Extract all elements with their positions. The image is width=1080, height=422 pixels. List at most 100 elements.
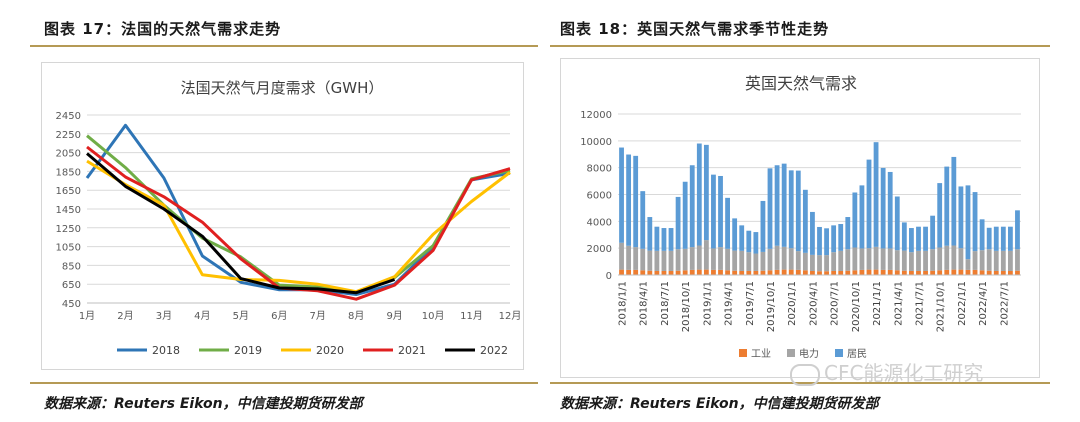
bar-segment-居民 [640, 191, 646, 249]
y-tick-label: 4000 [587, 217, 612, 228]
y-tick-label: 2050 [56, 149, 81, 160]
y-tick-label: 1650 [56, 186, 81, 197]
bar-segment-工业 [909, 270, 914, 275]
left-source-rule [30, 382, 538, 384]
bar-segment-电力 [668, 250, 674, 271]
legend-label: 居民 [847, 348, 867, 360]
bar-segment-电力 [986, 249, 992, 271]
y-tick-label: 2250 [56, 130, 81, 141]
bar-segment-居民 [810, 211, 815, 255]
bar-segment-居民 [824, 228, 829, 256]
bar-segment-电力 [718, 247, 723, 270]
bar-segment-电力 [703, 240, 709, 270]
legend-swatch-电力 [787, 349, 795, 357]
y-tick-label: 10000 [580, 137, 612, 148]
bar-segment-居民 [696, 143, 702, 246]
bar-segment-工业 [845, 270, 851, 275]
y-tick-label: 650 [62, 280, 81, 291]
bar-segment-居民 [1015, 210, 1020, 250]
bar-segment-电力 [937, 247, 943, 271]
bar-segment-居民 [788, 170, 794, 249]
bar-segment-工业 [958, 269, 964, 275]
x-tick-label: 8月 [348, 310, 364, 322]
bar-segment-工业 [689, 269, 695, 275]
bar-segment-电力 [993, 250, 999, 271]
y-tick-label: 1450 [56, 205, 81, 216]
bar-segment-工业 [739, 270, 745, 275]
x-tick-label: 2018/4/1 [639, 281, 650, 326]
bar-segment-居民 [633, 155, 639, 248]
bar-segment-工业 [894, 270, 900, 275]
bar-segment-工业 [746, 270, 752, 275]
x-tick-label: 2021/4/1 [893, 281, 904, 326]
bar-segment-电力 [972, 251, 978, 270]
bar-segment-电力 [654, 250, 660, 271]
bar-segment-工业 [795, 269, 801, 275]
x-tick-label: 10月 [422, 310, 445, 322]
bar-segment-电力 [831, 252, 837, 271]
bar-segment-居民 [661, 228, 667, 251]
bar-segment-居民 [1007, 226, 1013, 251]
bar-segment-居民 [732, 218, 738, 251]
x-tick-label: 2018/7/1 [660, 281, 671, 326]
y-tick-label: 2450 [56, 111, 81, 122]
right-source-note: 数据来源：Reuters Eikon，中信建投期货研发部 [560, 396, 879, 412]
y-tick-label: 1250 [56, 224, 81, 235]
bar-segment-电力 [647, 250, 653, 271]
bar-segment-电力 [810, 254, 815, 271]
bar-segment-电力 [965, 259, 971, 270]
bar-segment-工业 [887, 269, 893, 275]
bar-segment-电力 [753, 253, 759, 271]
x-tick-label: 2019/10/1 [766, 281, 777, 332]
bar-segment-工业 [1015, 270, 1020, 275]
bar-segment-工业 [753, 270, 759, 275]
bar-segment-居民 [760, 200, 766, 252]
bar-segment-工业 [767, 270, 773, 275]
bar-segment-工业 [619, 269, 624, 275]
watermark-text: CFC能源化工研究 [824, 361, 984, 385]
bar-segment-电力 [859, 248, 865, 270]
legend-label: 电力 [799, 347, 819, 360]
bar-segment-电力 [760, 251, 766, 271]
x-tick-label: 2022/1/1 [957, 281, 968, 326]
left-title-rule [30, 45, 538, 47]
bar-segment-电力 [711, 248, 716, 270]
bar-segment-工业 [880, 269, 886, 275]
bar-segment-居民 [682, 181, 688, 249]
bar-segment-居民 [739, 225, 745, 251]
y-tick-label: 1050 [56, 243, 81, 254]
bar-segment-工业 [986, 270, 992, 275]
bar-segment-居民 [993, 226, 999, 251]
x-tick-label: 2020/7/1 [830, 281, 841, 326]
bar-segment-电力 [746, 252, 752, 271]
bar-segment-工业 [810, 270, 815, 275]
bar-segment-工业 [774, 269, 780, 275]
x-tick-label: 4月 [194, 310, 210, 322]
bar-segment-电力 [640, 248, 646, 271]
legend-swatch-居民 [835, 349, 843, 357]
bar-segment-工业 [831, 270, 837, 275]
bar-segment-工业 [781, 269, 787, 275]
bar-segment-电力 [661, 250, 667, 271]
y-tick-label: 2000 [587, 244, 612, 255]
x-tick-label: 12月 [499, 310, 522, 322]
bar-segment-电力 [951, 245, 957, 270]
bar-segment-居民 [958, 186, 964, 249]
bar-segment-电力 [866, 248, 872, 270]
bar-segment-电力 [725, 248, 730, 271]
bar-segment-居民 [781, 163, 787, 247]
bar-segment-居民 [859, 185, 865, 249]
x-tick-label: 2020/4/1 [808, 281, 819, 326]
bar-segment-居民 [852, 192, 858, 248]
bar-segment-电力 [916, 250, 921, 271]
series-line-2022 [86, 152, 396, 295]
series-line-2019 [86, 134, 511, 295]
x-tick-label: 5月 [233, 310, 249, 322]
legend-label: 2019 [234, 344, 262, 357]
bar-segment-工业 [944, 269, 950, 275]
bar-segment-居民 [887, 171, 893, 249]
y-tick-label: 8000 [587, 164, 612, 175]
bar-segment-电力 [774, 245, 780, 270]
bar-segment-电力 [802, 252, 808, 271]
bar-segment-居民 [930, 215, 936, 250]
